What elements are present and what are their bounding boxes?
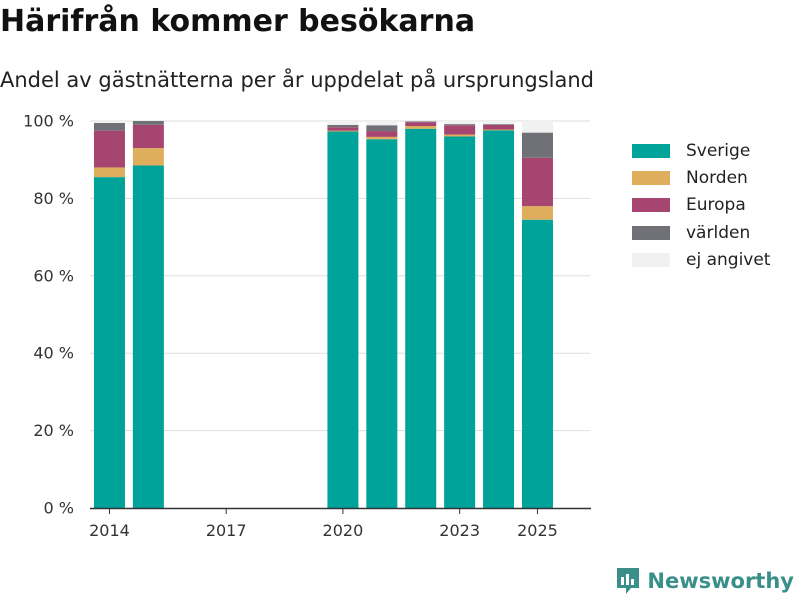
bar-segment-världen <box>444 124 476 126</box>
brand: Newsworthy <box>615 566 794 596</box>
legend-item: ej angivet <box>632 246 770 273</box>
bar-segment-Europa <box>405 122 437 127</box>
bar-segment-Europa <box>93 130 125 168</box>
legend-swatch <box>632 225 670 240</box>
bar-segment-Europa <box>327 127 359 131</box>
legend-swatch <box>632 143 670 158</box>
bar-segment-ej-angivet <box>327 121 359 125</box>
bar-segment-världen <box>483 124 515 125</box>
bar-segment-världen <box>327 124 359 128</box>
x-tick-label: 2017 <box>206 521 247 540</box>
y-tick-label: 100 % <box>23 112 74 131</box>
legend-swatch <box>632 198 670 213</box>
legend-swatch <box>632 252 670 267</box>
bar-segment-Sverige <box>405 128 437 509</box>
bar-segment-Norden <box>405 126 437 129</box>
y-tick-label: 0 % <box>44 499 74 518</box>
y-tick-label: 80 % <box>33 189 74 208</box>
y-tick-label: 40 % <box>33 344 74 363</box>
chart-subtitle: Andel av gästnätterna per år uppdelat på… <box>0 68 594 92</box>
bar-segment-Norden <box>444 134 476 137</box>
legend-label: Sverige <box>686 140 751 161</box>
x-tick-label: 2020 <box>323 521 364 540</box>
bar-segment-Norden <box>327 130 359 132</box>
bar-segment-Sverige <box>444 136 476 509</box>
legend-item: världen <box>632 219 770 246</box>
bar-segment-Europa <box>444 125 476 135</box>
bar-segment-Sverige <box>327 131 359 508</box>
bar-segment-Sverige <box>132 165 164 508</box>
y-tick-label: 20 % <box>33 421 74 440</box>
bar-segment-Sverige <box>93 177 125 509</box>
bar-segment-Europa <box>521 157 553 207</box>
bar-segment-ej-angivet <box>521 121 553 133</box>
bar-segment-Europa <box>366 131 398 137</box>
bar-segment-Norden <box>521 206 553 220</box>
y-tick-label: 60 % <box>33 266 74 285</box>
x-tick-label: 2023 <box>439 521 480 540</box>
bar-segment-världen <box>93 122 125 131</box>
bar-segment-Europa <box>132 124 164 149</box>
bar-segment-ej-angivet <box>366 121 398 126</box>
legend-label: världen <box>686 222 751 243</box>
legend-label: Norden <box>686 167 748 188</box>
bar-segment-Sverige <box>521 219 553 508</box>
bar-segment-världen <box>366 125 398 132</box>
chart-title: Härifrån kommer besökarna <box>0 4 476 39</box>
bar-segment-ej-angivet <box>444 121 476 125</box>
legend-label: Europa <box>686 195 746 216</box>
bar-segment-Europa <box>483 124 515 130</box>
legend-item: Europa <box>632 192 770 219</box>
legend-swatch <box>632 170 670 185</box>
bar-segment-världen <box>132 121 164 125</box>
x-tick-label: 2025 <box>517 521 558 540</box>
bar-segment-världen <box>405 121 437 123</box>
bar-segment-ej-angivet <box>93 121 125 123</box>
brand-label: Newsworthy <box>647 569 794 593</box>
chart-legend: Sverige Norden Europa världen ej angivet <box>632 137 770 273</box>
legend-item: Norden <box>632 164 770 191</box>
newsworthy-logo-icon <box>617 568 640 594</box>
bar-segment-Norden <box>366 136 398 140</box>
bar-segment-Sverige <box>483 130 515 508</box>
bar-segment-världen <box>521 132 553 158</box>
bar-segment-Sverige <box>366 139 398 508</box>
x-tick-label: 2014 <box>89 521 130 540</box>
bar-segment-Norden <box>483 129 515 131</box>
bar-segment-Norden <box>132 148 164 166</box>
bar-segment-ej-angivet <box>483 121 515 125</box>
legend-label: ej angivet <box>686 249 771 270</box>
legend-item: Sverige <box>632 137 770 164</box>
bar-segment-Norden <box>93 167 125 178</box>
